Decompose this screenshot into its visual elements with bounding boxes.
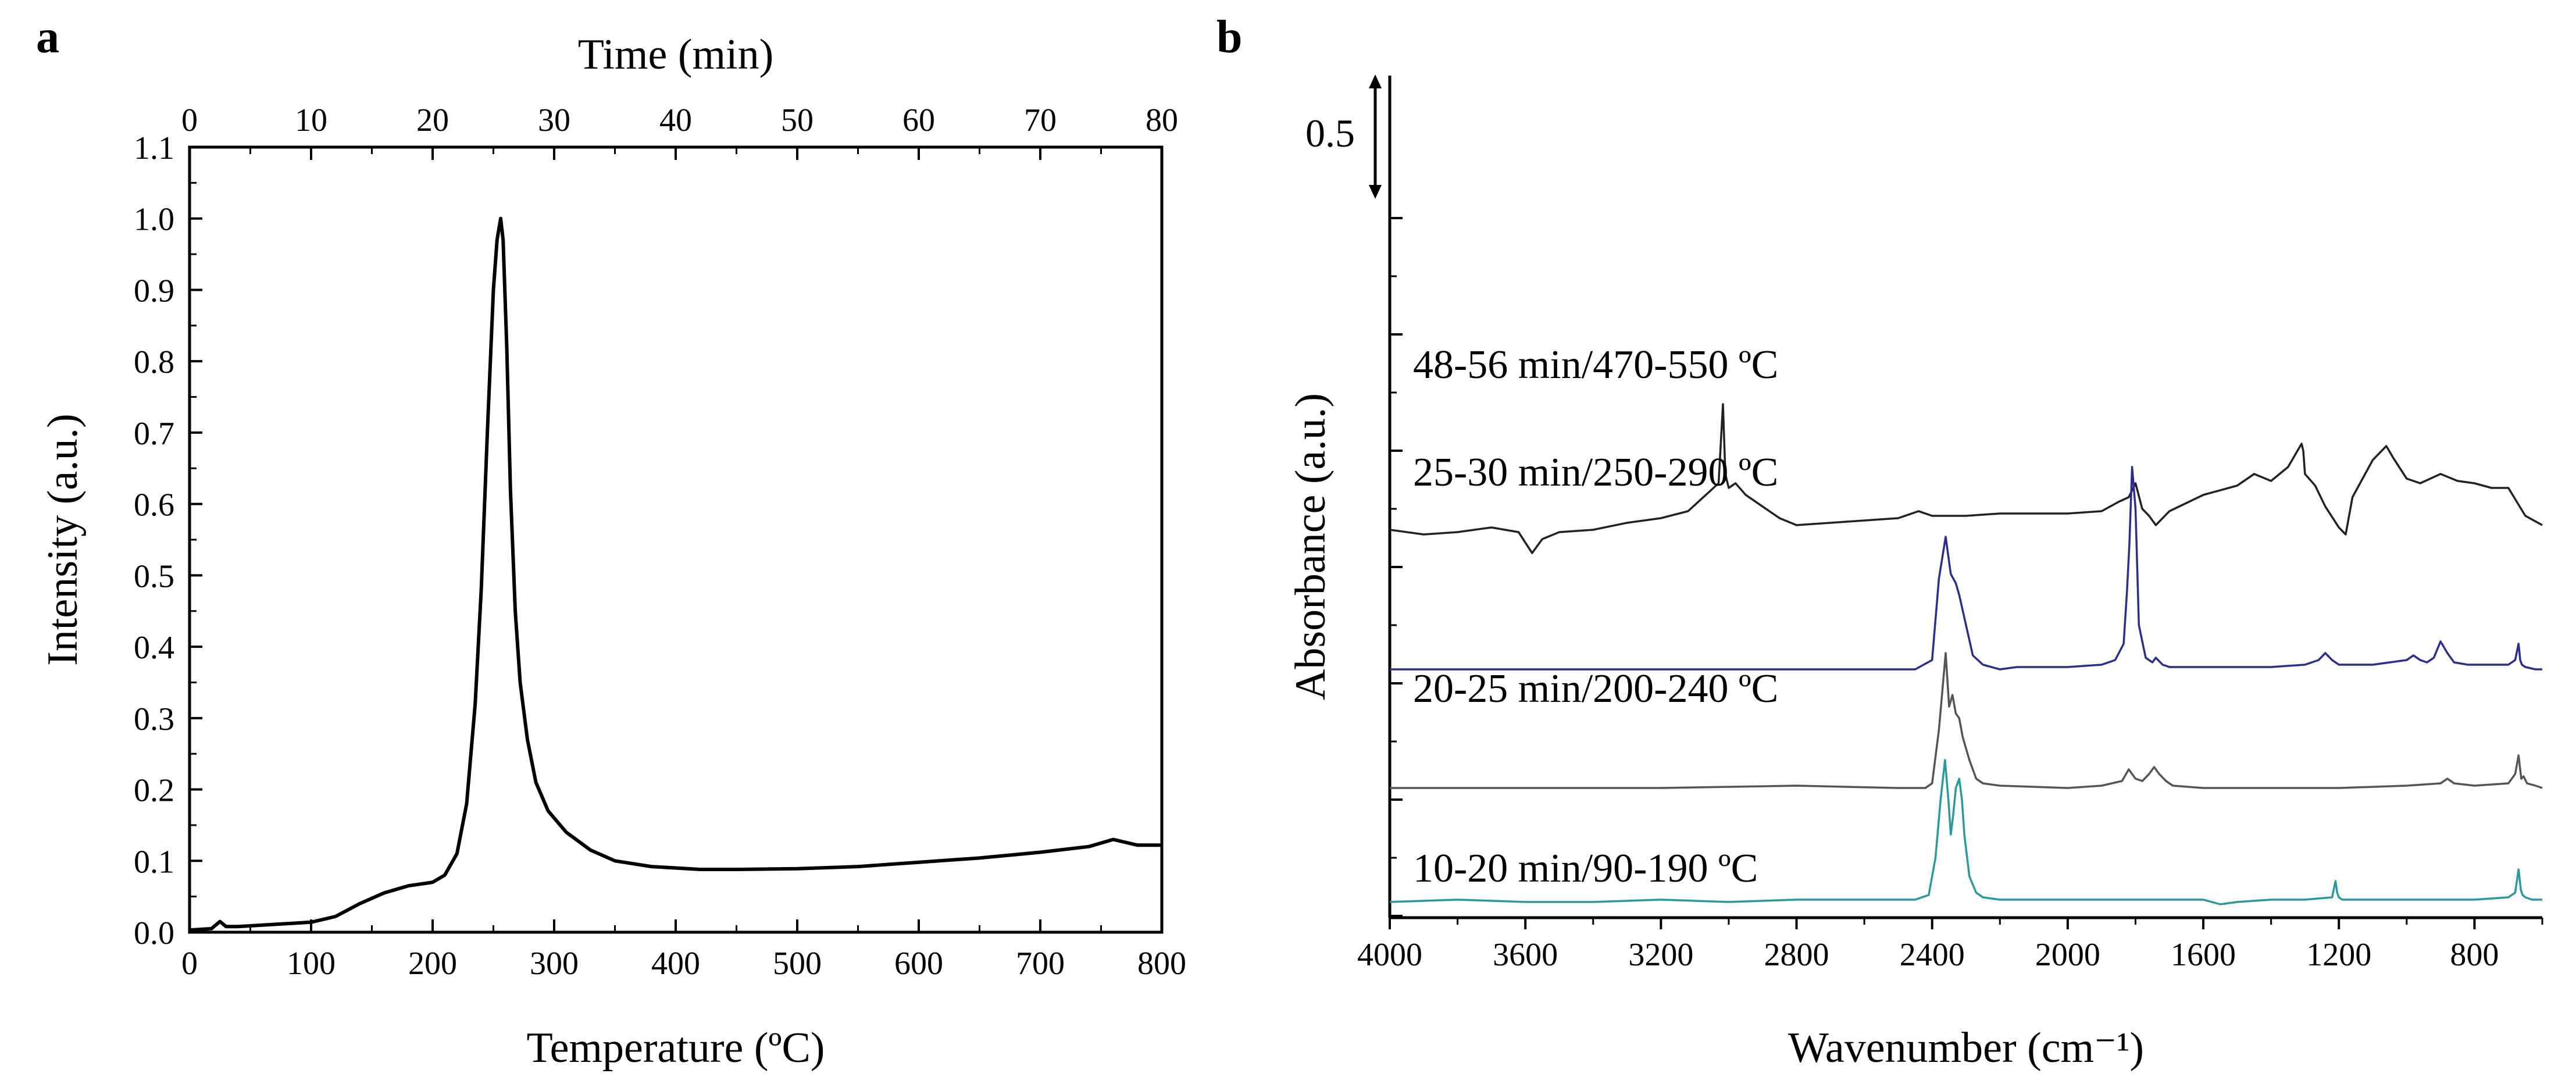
b-x-tick-label: 2400 xyxy=(1900,937,1965,973)
b-series-label-2: 25-30 min/250-290 ºC xyxy=(1413,450,1778,495)
b-tick-labels: 4000 3600 3200 2800 2400 2000 1600 1200 800 xyxy=(1357,937,2499,973)
b-x-tick-label: 2000 xyxy=(2035,937,2100,973)
a-top-tick-label: 0 xyxy=(181,102,198,138)
b-series-label-4: 10-20 min/90-190 ºC xyxy=(1413,846,1758,891)
b-x-tick-label: 4000 xyxy=(1357,937,1422,973)
a-y-tick-label: 1.0 xyxy=(134,202,174,238)
a-y-tick-label: 0.7 xyxy=(134,416,174,452)
a-y-tick-label: 0.5 xyxy=(134,558,174,594)
a-top-tick-label: 10 xyxy=(295,102,327,138)
b-scale-bar-label: 0.5 xyxy=(1305,111,1355,155)
b-scale-bar-arrow-up xyxy=(1369,74,1382,88)
b-series-line-3 xyxy=(1390,652,2543,789)
a-x-tick-label: 300 xyxy=(530,946,579,982)
a-x-tick-label: 700 xyxy=(1016,946,1065,982)
b-series-line-4 xyxy=(1389,759,2542,905)
a-x-tick-label: 400 xyxy=(651,946,700,982)
a-x-axis-title: Temperature (ºC) xyxy=(527,1024,825,1072)
a-y-tick-label: 0.3 xyxy=(134,701,174,737)
a-y-tick-label: 0.8 xyxy=(134,344,174,380)
a-x-tick-label: 200 xyxy=(408,946,457,982)
b-series-label-1: 48-56 min/470-550 ºC xyxy=(1413,343,1778,387)
a-top-tick-label: 60 xyxy=(902,102,935,138)
a-x-tick-label: 800 xyxy=(1137,946,1186,982)
a-y-tick-label: 0.4 xyxy=(134,630,174,666)
a-top-tick-label: 30 xyxy=(538,102,570,138)
b-x-axis-title: Wavenumber (cm⁻¹) xyxy=(1788,1024,2144,1072)
b-x-tick-label: 3200 xyxy=(1628,937,1693,973)
a-x-tick-label: 0 xyxy=(181,946,198,982)
a-series-line-1 xyxy=(189,216,1162,932)
a-x-tick-label: 100 xyxy=(287,946,336,982)
b-x-tick-label: 2800 xyxy=(1764,937,1829,973)
b-series-label-3: 20-25 min/200-240 ºC xyxy=(1413,666,1778,711)
a-top-axis-title: Time (min) xyxy=(578,31,773,79)
plot-frame-a xyxy=(188,145,1164,934)
a-top-tick-label: 50 xyxy=(781,102,814,138)
a-y-tick-label: 0.0 xyxy=(134,915,174,951)
panel-b: 4000 3600 3200 2800 2400 2000 1600 1200 800 0.5 … xyxy=(1287,74,2543,1072)
b-series-line-1 xyxy=(1389,403,2543,554)
a-series xyxy=(189,216,1162,932)
a-x-tick-label: 600 xyxy=(894,946,943,982)
panel-label-a: a xyxy=(36,12,59,63)
a-tick-labels: 0 100 200 300 400 500 600 700 800 0 10 20 30 40 50 60 70… xyxy=(134,102,1186,982)
a-top-tick-label: 40 xyxy=(659,102,692,138)
a-top-tick-label: 70 xyxy=(1024,102,1057,138)
a-x-tick-label: 500 xyxy=(773,946,822,982)
a-ticks xyxy=(188,146,1163,933)
a-y-tick-label: 1.1 xyxy=(134,130,174,166)
b-series-line-2 xyxy=(1390,466,2542,671)
b-x-tick-label: 1600 xyxy=(2171,937,2236,973)
a-y-tick-label: 0.1 xyxy=(134,844,174,880)
b-x-tick-label: 800 xyxy=(2450,937,2499,973)
a-y-tick-label: 0.6 xyxy=(134,487,174,523)
b-y-axis-title: Absorbance (a.u.) xyxy=(1287,393,1335,700)
a-y-tick-label: 0.2 xyxy=(134,773,174,809)
a-top-tick-label: 20 xyxy=(416,102,449,138)
a-top-tick-label: 80 xyxy=(1146,102,1178,138)
a-y-tick-label: 0.9 xyxy=(134,273,174,309)
panel-label-b: b xyxy=(1216,12,1243,63)
b-ticks xyxy=(1389,217,2543,929)
b-scale-bar-arrow-down xyxy=(1369,185,1382,199)
b-x-tick-label: 3600 xyxy=(1493,937,1558,973)
a-y-axis-title: Intensity (a.u.) xyxy=(39,413,87,666)
b-series xyxy=(1389,403,2543,905)
b-x-tick-label: 1200 xyxy=(2306,937,2371,973)
panel-a: 0 100 200 300 400 500 600 700 800 0 10 20 30 40 50 60 70… xyxy=(39,31,1186,1072)
b-scale-bar: 0.5 xyxy=(1305,74,1382,199)
